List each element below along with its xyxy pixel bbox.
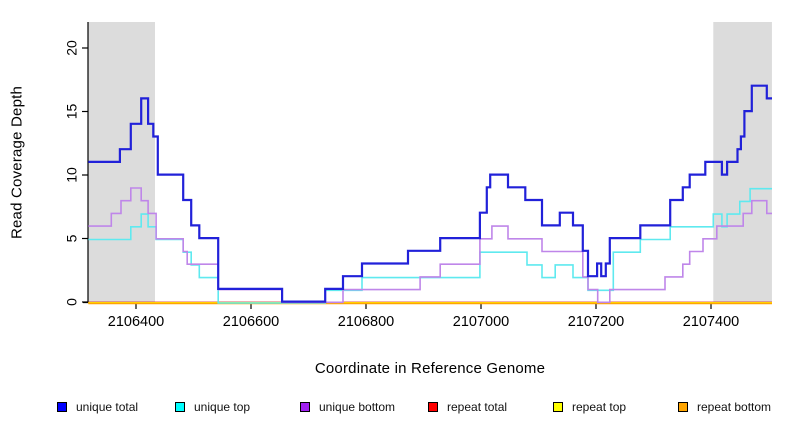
x-tick-label: 2107000: [453, 314, 509, 330]
shaded-region-1: [713, 22, 772, 302]
x-tick-label: 2106400: [108, 314, 164, 330]
x-tick-label: 2107200: [568, 314, 624, 330]
y-tick-label: 20: [64, 40, 80, 56]
y-axis-title: Read Coverage Depth: [8, 85, 26, 240]
x-tick-label: 2106600: [223, 314, 279, 330]
y-tick-label: 5: [64, 234, 80, 242]
x-axis-title: Coordinate in Reference Genome: [314, 360, 546, 377]
y-tick-label: 15: [64, 104, 80, 120]
x-tick-label: 2106800: [338, 314, 394, 330]
y-tick-label: 10: [64, 167, 80, 183]
x-tick-label: 2107400: [683, 314, 739, 330]
series-line-unique-bottom: [88, 187, 772, 304]
series-line-unique-total: [88, 84, 772, 303]
y-tick-label: 0: [64, 298, 80, 306]
